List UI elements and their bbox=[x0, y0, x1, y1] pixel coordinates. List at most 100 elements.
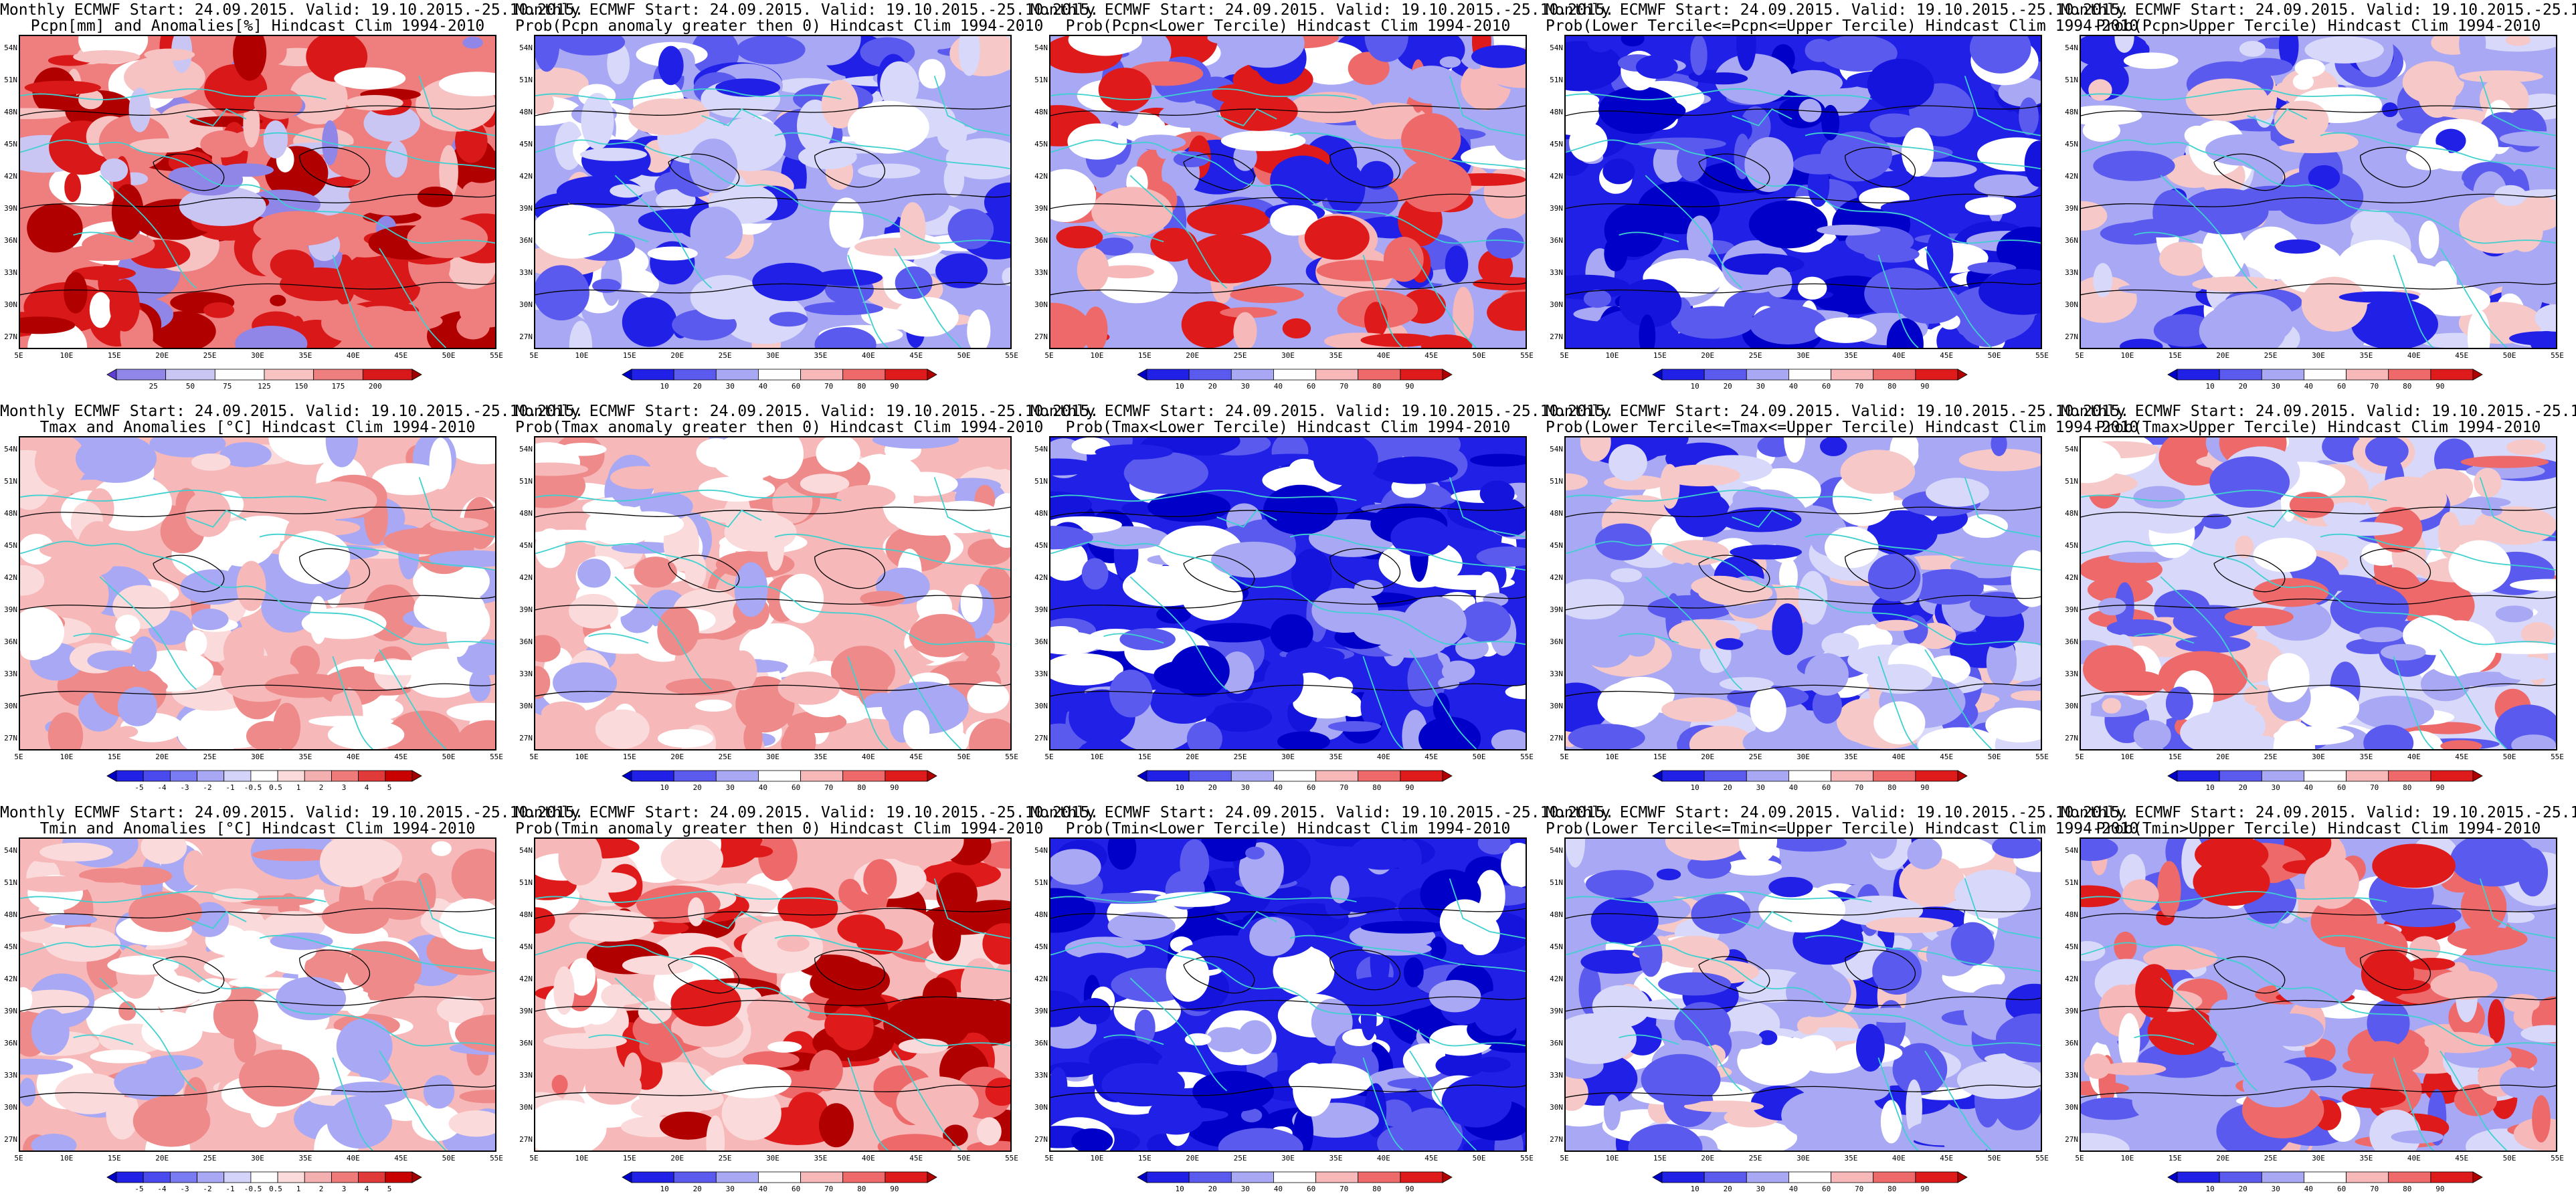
lon-tick-label: 15E bbox=[107, 351, 121, 360]
colorbar-swatch bbox=[885, 369, 928, 381]
field-blob bbox=[1095, 444, 1173, 460]
colorbar-swatch bbox=[116, 1171, 144, 1183]
field-blob bbox=[1621, 36, 1645, 47]
colorbar-swatch bbox=[1873, 369, 1916, 381]
colorbar-swatch bbox=[758, 770, 801, 782]
coastline bbox=[2393, 656, 2434, 749]
field-blob bbox=[2367, 999, 2410, 1047]
isoline bbox=[1050, 282, 1526, 296]
colorbar-swatch bbox=[143, 1171, 171, 1183]
lon-tick-label: 25E bbox=[2264, 752, 2278, 761]
map-panel-2: Monthly ECMWF Start: 24.09.2015. Valid: … bbox=[515, 0, 1099, 401]
colorbar-swatch bbox=[1273, 770, 1316, 782]
lat-tick-label: 54N bbox=[4, 846, 17, 855]
coastline bbox=[1050, 540, 1526, 645]
field-blob bbox=[1602, 159, 1635, 185]
coastline bbox=[1805, 132, 2041, 170]
field-blob bbox=[926, 500, 1002, 534]
field-blob bbox=[1071, 1128, 1113, 1150]
coastline bbox=[1924, 1050, 1993, 1150]
colorbar-swatch bbox=[1442, 770, 1453, 782]
field-blob bbox=[1439, 56, 1461, 68]
lon-tick-label: 50E bbox=[1472, 752, 1486, 761]
field-blob bbox=[155, 967, 181, 1013]
lon-tick-label: 55E bbox=[2035, 1154, 2049, 1163]
field-blob bbox=[622, 297, 677, 347]
colorbar-tick-label: 90 bbox=[2435, 382, 2445, 391]
field-blob bbox=[80, 573, 109, 616]
colorbar-swatch bbox=[169, 1171, 197, 1183]
field-blob bbox=[1156, 605, 1191, 624]
field-blob bbox=[20, 876, 97, 893]
lat-tick-label: 27N bbox=[1550, 1135, 1563, 1144]
coastline bbox=[1050, 88, 1357, 100]
colorbar-tick-label: 90 bbox=[890, 1185, 899, 1193]
field-blob bbox=[1566, 473, 1588, 491]
field-blob bbox=[1277, 731, 1331, 749]
field-blob bbox=[2235, 535, 2254, 559]
field-blob bbox=[581, 92, 614, 150]
field-blob bbox=[1050, 849, 1101, 885]
lon-tick-label: 20E bbox=[2216, 752, 2230, 761]
map-field bbox=[1050, 36, 1526, 348]
field-blob bbox=[1820, 131, 1893, 182]
colorbar-tick-label: 90 bbox=[1405, 783, 1414, 792]
isoline bbox=[668, 153, 740, 191]
field-blob bbox=[2175, 635, 2251, 653]
lat-tick-label: 27N bbox=[1034, 1135, 1048, 1144]
lon-tick-label: 40E bbox=[346, 1154, 360, 1163]
forecast-map bbox=[1049, 436, 1527, 750]
colorbar-tick-label: 20 bbox=[2238, 382, 2247, 391]
colorbar-tick-label: 90 bbox=[2435, 1185, 2445, 1193]
field-blob bbox=[185, 490, 232, 537]
field-blob bbox=[541, 701, 587, 726]
lat-tick-label: 36N bbox=[1550, 1039, 1563, 1047]
lon-tick-label: 45E bbox=[2455, 752, 2469, 761]
isoline bbox=[20, 908, 495, 919]
isoline bbox=[535, 683, 1010, 697]
colorbar-swatch bbox=[1873, 770, 1916, 782]
colorbar-swatch bbox=[1230, 770, 1274, 782]
coastline bbox=[933, 76, 1010, 136]
lon-tick-label: 5E bbox=[14, 752, 23, 761]
lat-tick-label: 51N bbox=[519, 477, 533, 486]
colorbar-tick-label: 70 bbox=[824, 382, 834, 391]
coastline bbox=[894, 1050, 962, 1150]
colorbar-tick-label: 60 bbox=[791, 382, 801, 391]
field-blob bbox=[665, 540, 699, 565]
field-blob bbox=[1050, 888, 1096, 933]
lat-tick-label: 33N bbox=[2065, 670, 2078, 678]
lat-tick-label: 39N bbox=[4, 1007, 17, 1015]
colorbar bbox=[1137, 770, 1453, 782]
colorbar-swatch bbox=[1358, 1171, 1401, 1183]
map-panel-11: Monthly ECMWF Start: 24.09.2015. Valid: … bbox=[0, 803, 583, 1204]
lat-tick-label: 48N bbox=[519, 509, 533, 518]
field-blob bbox=[595, 709, 650, 749]
coastline bbox=[332, 656, 373, 749]
colorbar-tick-label: 150 bbox=[294, 382, 308, 391]
field-blob bbox=[2122, 879, 2159, 912]
coastline bbox=[1877, 254, 1919, 348]
field-blob bbox=[1050, 653, 1123, 686]
coastline bbox=[2479, 76, 2556, 136]
field-blob bbox=[1758, 1030, 1778, 1045]
colorbar-swatch bbox=[1137, 369, 1147, 381]
field-blob bbox=[1291, 548, 1332, 601]
field-blob bbox=[1095, 253, 1178, 304]
colorbar-tick-label: 60 bbox=[1306, 382, 1316, 391]
colorbar-tick-label: 2 bbox=[318, 783, 324, 792]
field-blob bbox=[1583, 290, 1612, 308]
colorbar-swatch bbox=[1230, 1171, 1274, 1183]
colorbar-tick-label: 20 bbox=[1723, 382, 1732, 391]
field-blob bbox=[1430, 936, 1447, 961]
colorbar-swatch bbox=[313, 369, 363, 381]
field-blob bbox=[1906, 1079, 1922, 1136]
coastline bbox=[1362, 1057, 1404, 1150]
field-blob bbox=[1192, 1071, 1275, 1112]
field-blob bbox=[559, 442, 607, 456]
field-blob bbox=[1460, 912, 1500, 956]
field-blob bbox=[658, 45, 684, 86]
panel-title-line1: Monthly ECMWF Start: 24.09.2015. Valid: … bbox=[515, 1, 1099, 19]
field-blob bbox=[929, 997, 1006, 1018]
field-blob bbox=[1479, 480, 1515, 508]
